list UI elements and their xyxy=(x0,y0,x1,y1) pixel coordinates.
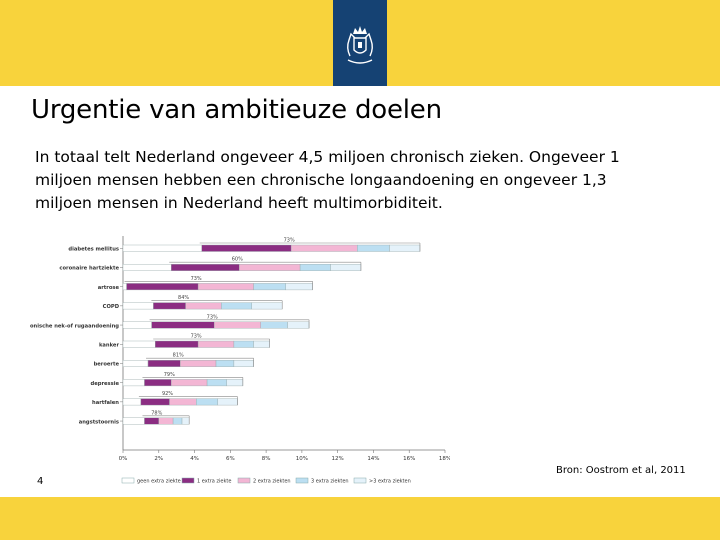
bar-segment xyxy=(122,417,145,425)
bar-segment xyxy=(154,340,199,348)
bar-segment xyxy=(253,283,286,291)
bar-segment xyxy=(126,283,199,291)
legend-label: 2 extra ziekten xyxy=(253,479,291,485)
bar-segment xyxy=(147,359,181,367)
x-tick-label: 12% xyxy=(332,456,344,462)
x-tick-label: 2% xyxy=(154,456,163,462)
category-label: COPD xyxy=(103,304,120,310)
bar-segment xyxy=(253,340,270,348)
bar-segment xyxy=(140,398,170,406)
percentage-annotation: 73% xyxy=(284,238,295,244)
bar-segment xyxy=(171,379,208,387)
bar-segment xyxy=(389,244,421,252)
legend-swatch xyxy=(121,477,135,484)
percentage-annotation: 60% xyxy=(232,257,243,263)
bar-segment xyxy=(357,244,390,252)
x-tick-label: 16% xyxy=(403,456,415,462)
bar-segment xyxy=(122,321,152,329)
bar-segment xyxy=(144,379,172,387)
bar-segment xyxy=(215,359,235,367)
bar-segment xyxy=(122,264,172,271)
bar-segment xyxy=(226,379,244,387)
legend-swatch xyxy=(237,477,251,484)
page-number: 4 xyxy=(37,476,44,487)
bar-segment xyxy=(122,359,149,367)
bar-segment xyxy=(169,398,197,406)
x-tick-label: 8% xyxy=(262,456,271,462)
intro-text: In totaal telt Nederland ongeveer 4,5 mi… xyxy=(35,148,620,212)
bar-segment xyxy=(287,321,310,329)
bar-segment xyxy=(233,359,254,367)
bar-segment xyxy=(221,302,252,310)
category-label: angststoornis xyxy=(79,419,119,425)
percentage-annotation: 84% xyxy=(178,295,189,301)
category-label: artrose xyxy=(98,285,120,291)
x-tick-label: 0% xyxy=(119,456,128,462)
bar-segment xyxy=(330,264,362,271)
x-tick-label: 10% xyxy=(296,456,308,462)
footer-bar xyxy=(0,497,720,540)
x-tick-label: 6% xyxy=(226,456,235,462)
legend-label: 3 extra ziekten xyxy=(311,479,349,485)
percentage-annotation: 78% xyxy=(151,410,162,416)
bar-segment xyxy=(233,340,254,348)
bar-segment xyxy=(122,340,156,348)
category-label: coronaire hartziekte xyxy=(59,266,119,272)
bar-segment xyxy=(122,379,145,387)
logo xyxy=(333,0,387,86)
percentage-annotation: 81% xyxy=(173,353,184,359)
coat-of-arms-icon xyxy=(347,26,373,64)
percentage-annotation: 73% xyxy=(207,314,218,320)
bar-segment xyxy=(158,417,174,425)
bar-segment xyxy=(217,398,238,406)
percentage-annotation: 73% xyxy=(191,276,202,282)
bar-segment xyxy=(171,264,240,271)
bar-segment xyxy=(122,398,142,406)
category-label: depressie xyxy=(91,381,120,387)
bar-segment xyxy=(172,417,183,425)
category-label: beroerte xyxy=(94,362,120,368)
legend-swatch xyxy=(353,477,367,484)
bar-segment xyxy=(196,398,219,406)
category-label: hartfalen xyxy=(92,400,119,406)
x-tick-label: 4% xyxy=(190,456,199,462)
percentage-annotation: 79% xyxy=(164,372,175,378)
bar-segment xyxy=(185,302,222,310)
bar-segment xyxy=(122,283,127,291)
category-label: chronische nek-of rugaandoening xyxy=(30,323,119,329)
bar-segment xyxy=(180,359,217,367)
bar-segment xyxy=(153,302,186,310)
legend-label: 1 extra ziekte xyxy=(197,479,231,485)
legend-swatch xyxy=(295,477,309,484)
bar-segment xyxy=(299,264,331,271)
bar-segment xyxy=(201,244,292,252)
category-label: diabetes mellitus xyxy=(68,247,119,253)
bar-segment xyxy=(197,340,235,348)
bar-segment xyxy=(181,417,190,425)
source-note: Bron: Oostrom et al, 2011 xyxy=(556,465,686,476)
bar-segment xyxy=(206,379,227,387)
percentage-annotation: 73% xyxy=(191,334,202,340)
bar-segment xyxy=(214,321,261,329)
bar-segment xyxy=(260,321,288,329)
bar-segment xyxy=(285,283,313,291)
percentage-annotation: 92% xyxy=(162,391,173,397)
bar-segment xyxy=(144,417,159,425)
bar-segment xyxy=(251,302,283,310)
bar-segment xyxy=(239,264,301,271)
legend-swatch xyxy=(181,477,195,484)
legend-label: geen extra ziekte xyxy=(137,479,181,485)
slide-title: Urgentie van ambitieuze doelen xyxy=(31,95,442,125)
x-tick-label: 18% xyxy=(439,456,450,462)
bar-segment xyxy=(122,244,202,252)
legend-label: >3 extra ziekten xyxy=(369,479,411,485)
bar-segment xyxy=(197,283,254,291)
bar-segment xyxy=(290,244,358,252)
bar-segment xyxy=(122,302,154,310)
x-tick-label: 14% xyxy=(367,456,379,462)
bar-segment xyxy=(151,321,215,329)
stacked-bar-chart: 0% 2% 4% 6% 8% 10% 12% 14% 16% 18% diabetes mellit… xyxy=(30,236,450,485)
category-label: kanker xyxy=(99,343,119,349)
